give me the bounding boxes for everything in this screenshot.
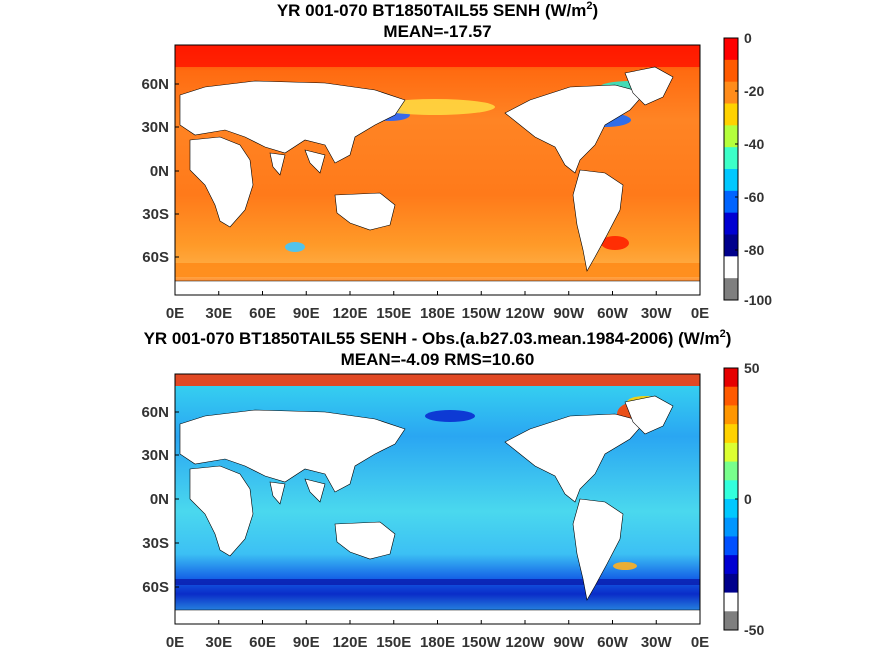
x-tick-label: 60W — [597, 634, 629, 651]
colorbar-segment — [724, 59, 738, 83]
bottom-chart-stats: MEAN=-4.09 RMS=10.60 — [340, 350, 535, 369]
colorbar-segment — [724, 536, 738, 556]
x-tick-label: 120E — [332, 634, 367, 651]
y-tick-label: 30N — [141, 119, 169, 136]
x-tick-label: 90E — [293, 305, 320, 322]
x-tick-label: 60E — [249, 634, 276, 651]
colorbar-tick-label: 0 — [744, 30, 752, 46]
x-tick-label: 0E — [166, 305, 184, 322]
y-tick-label: 30S — [142, 535, 169, 552]
colorbar-segment — [724, 278, 738, 301]
colorbar-segment — [724, 461, 738, 481]
colorbar-frame — [723, 37, 739, 301]
colorbar-segment — [724, 147, 738, 170]
x-tick-label: 30E — [205, 634, 232, 651]
top-title-text: YR 001-070 BT1850TAIL55 SENH (W/m — [276, 1, 587, 20]
colorbar-segment — [724, 212, 738, 235]
y-tick-label: 0N — [150, 163, 169, 180]
x-tick-label: 120E — [332, 305, 367, 322]
colorbar-segment — [724, 125, 738, 148]
colorbar-segment — [724, 405, 738, 425]
colorbar-segment — [724, 386, 738, 406]
y-tick-label: 0N — [150, 491, 169, 508]
colorbar-tick-label: 50 — [744, 360, 760, 376]
colorbar-segment — [724, 424, 738, 444]
field-band — [175, 263, 700, 277]
colorbar-tick-label: -80 — [744, 242, 764, 258]
top-chart-mean: MEAN=-17.57 — [383, 22, 492, 41]
y-tick-label: 30N — [141, 447, 169, 464]
bottom-title-text: YR 001-070 BT1850TAIL55 SENH - Obs.(a.b2… — [143, 329, 720, 348]
field-anomaly — [613, 562, 637, 570]
colorbar-tick-label: -60 — [744, 189, 764, 205]
colorbar-segment — [724, 38, 738, 61]
x-tick-label: 90W — [553, 634, 585, 651]
colorbar-segment — [724, 442, 738, 463]
colorbar-segment — [724, 480, 738, 500]
x-tick-label: 90W — [553, 305, 585, 322]
colorbar-segment — [724, 103, 738, 126]
colorbar-segment — [724, 611, 738, 631]
bottom-chart-title: YR 001-070 BT1850TAIL55 SENH - Obs.(a.b2… — [0, 329, 875, 349]
colorbar-segment — [724, 81, 738, 104]
x-tick-label: 60E — [249, 305, 276, 322]
x-tick-label: 30E — [205, 305, 232, 322]
top-title-close: ) — [592, 1, 599, 20]
field-band — [175, 45, 700, 67]
colorbar-tick-label: -100 — [744, 292, 772, 308]
y-tick-label: 60S — [142, 579, 169, 596]
colorbar-segment — [724, 190, 738, 214]
colorbar-segment — [724, 517, 738, 537]
colorbar-segment — [724, 256, 738, 279]
x-tick-label: 120W — [505, 305, 545, 322]
colorbar-tick-label: -40 — [744, 136, 764, 152]
colorbar-segment — [724, 555, 738, 575]
colorbar-tick-label: -20 — [744, 83, 764, 99]
top-title-sup: 2 — [586, 0, 593, 12]
x-tick-label: 150W — [462, 634, 502, 651]
x-tick-label: 0E — [691, 305, 709, 322]
colorbar-segment — [724, 592, 738, 612]
field-anomaly — [601, 236, 629, 250]
y-tick-label: 60N — [141, 76, 169, 93]
field-anomaly — [425, 410, 475, 422]
x-tick-label: 30W — [641, 305, 673, 322]
colorbar-tick-label: 0 — [744, 491, 752, 507]
x-tick-label: 30W — [641, 634, 673, 651]
colorbar-segment — [724, 234, 738, 257]
colorbar-segment — [724, 368, 738, 388]
field-anomaly — [285, 242, 305, 252]
bottom-map-plot: 0E 30E 60E 90E 120E 150E 180E 150W 120W 90W 60W 30W… — [141, 360, 764, 651]
colorbar-tick-label: -50 — [744, 622, 764, 638]
colorbar-segment — [724, 499, 738, 519]
top-chart-title: YR 001-070 BT1850TAIL55 SENH (W/m2) — [0, 1, 875, 21]
x-tick-label: 180E — [420, 305, 455, 322]
x-tick-label: 120W — [505, 634, 545, 651]
x-tick-label: 0E — [691, 634, 709, 651]
x-tick-label: 0E — [166, 634, 184, 651]
y-tick-label: 60S — [142, 249, 169, 266]
y-tick-label: 60N — [141, 404, 169, 421]
x-tick-label: 90E — [293, 634, 320, 651]
field-band — [175, 374, 700, 386]
y-tick-label: 30S — [142, 206, 169, 223]
colorbar-segment — [724, 169, 738, 192]
field-band — [175, 579, 700, 585]
colorbar-segment — [724, 573, 738, 594]
bottom-title-close: ) — [725, 329, 732, 348]
x-tick-label: 150E — [376, 305, 411, 322]
x-tick-label: 180E — [420, 634, 455, 651]
x-tick-label: 150W — [462, 305, 502, 322]
x-tick-label: 150E — [376, 634, 411, 651]
x-tick-label: 60W — [597, 305, 629, 322]
top-map-plot: 0E 30E 60E 90E 120E 150E 180E 150W 120W 90W 60W 30W… — [141, 30, 772, 322]
bottom-title-sup: 2 — [719, 328, 726, 340]
field-anomaly — [375, 99, 495, 115]
